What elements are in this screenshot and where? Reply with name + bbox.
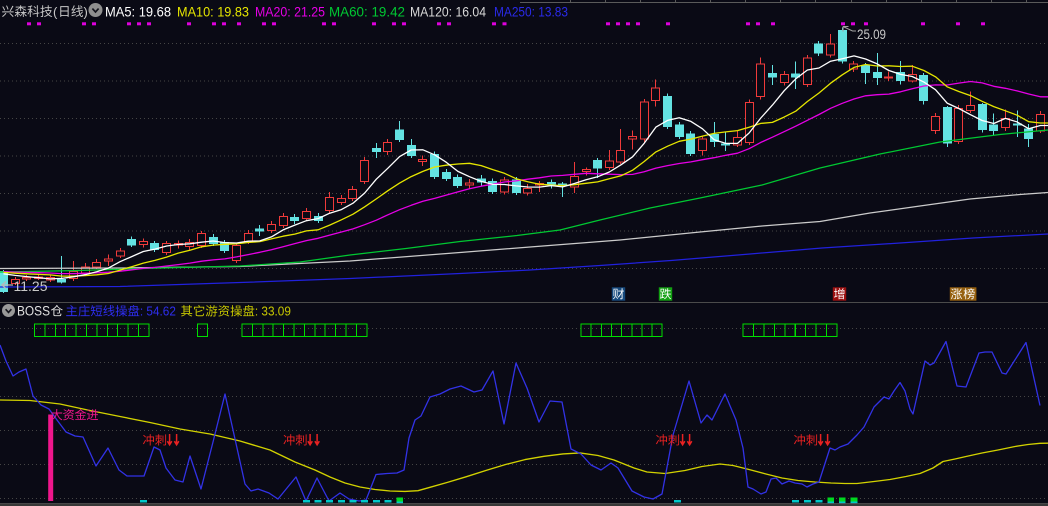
svg-text:BOSS: BOSS — [17, 304, 50, 319]
svg-text:MA60: 19.42: MA60: 19.42 — [329, 4, 405, 20]
svg-text:11.25: 11.25 — [14, 278, 48, 294]
svg-text:: 33.09: : 33.09 — [255, 304, 291, 319]
svg-text:MA10: 19.83: MA10: 19.83 — [177, 4, 249, 20]
svg-text:25.09: 25.09 — [857, 26, 886, 42]
svg-text:: 54.62: : 54.62 — [140, 304, 176, 319]
svg-text:MA250: 13.83: MA250: 13.83 — [494, 4, 568, 20]
svg-text:MA120: 16.04: MA120: 16.04 — [410, 4, 486, 20]
svg-text:): ) — [84, 5, 88, 20]
svg-text:MA20: 21.25: MA20: 21.25 — [255, 4, 325, 20]
svg-text:MA5: 19.68: MA5: 19.68 — [105, 4, 171, 20]
svg-text:(: ( — [53, 5, 58, 20]
